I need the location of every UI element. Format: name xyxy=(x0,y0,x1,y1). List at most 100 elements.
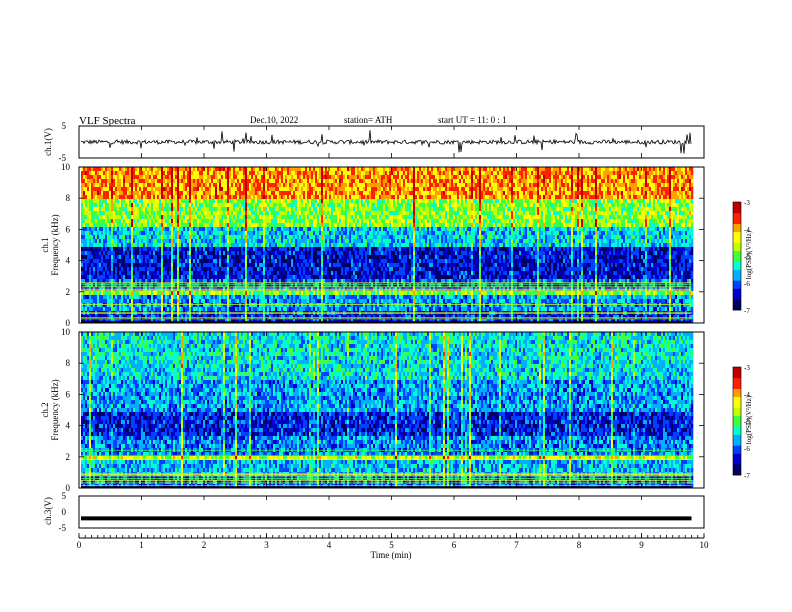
spectrogram-cell xyxy=(129,195,132,200)
spectrogram-cell xyxy=(217,199,220,204)
spectrogram-cell xyxy=(205,319,208,324)
spectrogram-cell xyxy=(255,295,258,300)
spectrogram-cell xyxy=(125,291,128,296)
spectrogram-cell xyxy=(219,223,222,228)
spectrogram-cell xyxy=(123,191,126,196)
spectrogram-cell xyxy=(127,231,130,236)
spectrogram-cell xyxy=(317,255,320,260)
spectrogram-cell xyxy=(145,303,148,308)
spectrogram-cell xyxy=(283,247,286,252)
spectrogram-cell xyxy=(199,267,202,272)
spectrogram-cell xyxy=(163,247,166,252)
spectrogram-cell xyxy=(167,171,170,176)
spectrogram-cell xyxy=(279,207,282,212)
spectrogram-cell xyxy=(183,223,186,228)
spectrogram-cell xyxy=(193,175,196,180)
spectrogram-cell xyxy=(239,199,242,204)
spectrogram-cell xyxy=(229,319,232,324)
spectrogram-cell xyxy=(95,319,98,324)
spectrogram-cell xyxy=(139,247,142,252)
spectrogram-cell xyxy=(181,299,184,304)
spectrogram-cell xyxy=(179,303,182,308)
spectrogram-cell xyxy=(91,207,94,212)
spectrogram-cell xyxy=(277,235,280,240)
spectrogram-cell xyxy=(159,271,162,276)
spectrogram-cell xyxy=(255,211,258,216)
spectrogram-cell xyxy=(277,247,280,252)
spectrogram-cell xyxy=(207,231,210,236)
spectrogram-cell xyxy=(117,211,120,216)
spectrogram-cell xyxy=(119,179,122,184)
spectrogram-cell xyxy=(207,255,210,260)
spectrogram-cell xyxy=(217,319,220,324)
spectrogram-cell xyxy=(191,319,194,324)
spectrogram-cell xyxy=(119,315,122,320)
spectrogram-cell xyxy=(129,199,132,204)
spectrogram-cell xyxy=(235,259,238,264)
spectrogram-cell xyxy=(249,183,252,188)
spectrogram-cell xyxy=(139,283,142,288)
spectrogram-cell xyxy=(123,315,126,320)
spectrogram-cell xyxy=(195,207,198,212)
spectrogram-cell xyxy=(109,187,112,192)
spectrogram-cell xyxy=(181,231,184,236)
spectrogram-cell xyxy=(177,191,180,196)
spectrogram-cell xyxy=(129,319,132,324)
spectrogram-cell xyxy=(121,279,124,284)
spectrogram-cell xyxy=(117,203,120,208)
spectrogram-cell xyxy=(131,263,134,268)
spectrogram-cell xyxy=(225,283,228,288)
spectrogram-cell xyxy=(167,223,170,228)
spectrogram-cell xyxy=(183,207,186,212)
spectrogram-cell xyxy=(297,251,300,256)
spectrogram-cell xyxy=(313,211,316,216)
spectrogram-cell xyxy=(161,259,164,264)
spectrogram-cell xyxy=(281,171,284,176)
spectrogram-cell xyxy=(87,171,90,176)
spectrogram-cell xyxy=(113,315,116,320)
spectrogram-cell xyxy=(233,243,236,248)
spectrogram-cell xyxy=(229,243,232,248)
spectrogram-cell xyxy=(93,299,96,304)
spectrogram-cell xyxy=(199,175,202,180)
spectrogram-cell xyxy=(175,203,178,208)
spectrogram-cell xyxy=(195,203,198,208)
spectrogram-cell xyxy=(149,255,152,260)
spectrogram-cell xyxy=(327,179,330,184)
spectrogram-cell xyxy=(247,191,250,196)
spectrogram-cell xyxy=(101,199,104,204)
spectrogram-cell xyxy=(321,263,324,268)
spectrogram-cell xyxy=(259,199,262,204)
spectrogram-cell xyxy=(143,295,146,300)
spectrogram-cell xyxy=(147,251,150,256)
spectrogram-cell xyxy=(295,219,298,224)
spectrogram-cell xyxy=(187,203,190,208)
spectrogram-cell xyxy=(235,307,238,312)
spectrogram-cell xyxy=(209,299,212,304)
spectrogram-cell xyxy=(321,243,324,248)
spectrogram-cell xyxy=(273,243,276,248)
spectrogram-cell xyxy=(257,199,260,204)
spectrogram-cell xyxy=(255,259,258,264)
spectrogram-cell xyxy=(243,175,246,180)
spectrogram-cell xyxy=(233,171,236,176)
spectrogram-cell xyxy=(273,175,276,180)
spectrogram-cell xyxy=(253,295,256,300)
spectrogram-cell xyxy=(181,215,184,220)
spectrogram-cell xyxy=(333,319,336,324)
spectrogram-cell xyxy=(185,199,188,204)
spectrogram-cell xyxy=(277,199,280,204)
spectrogram-cell xyxy=(223,211,226,216)
spectrogram-cell xyxy=(195,239,198,244)
spectrogram-cell xyxy=(119,207,122,212)
spectrogram-cell xyxy=(295,299,298,304)
spectrogram-cell xyxy=(137,219,140,224)
spectrogram-cell xyxy=(127,319,130,324)
spectrogram-cell xyxy=(241,303,244,308)
spectrogram-cell xyxy=(149,247,152,252)
spectrogram-cell xyxy=(103,271,106,276)
spectrogram-cell xyxy=(285,203,288,208)
spectrogram-cell xyxy=(317,199,320,204)
spectrogram-cell xyxy=(111,319,114,324)
spectrogram-cell xyxy=(293,191,296,196)
